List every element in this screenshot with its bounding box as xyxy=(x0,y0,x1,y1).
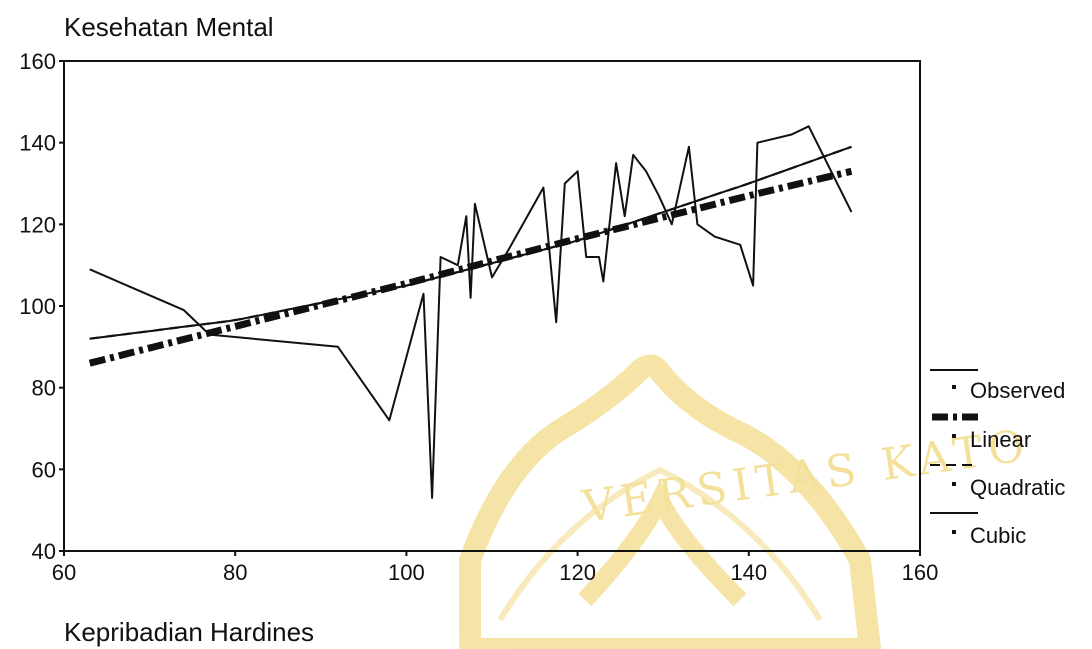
x-tick-label: 100 xyxy=(388,560,425,585)
x-tick-label: 140 xyxy=(730,560,767,585)
legend-marker-quadratic xyxy=(952,482,956,486)
y-tick-label: 140 xyxy=(19,131,56,156)
x-axis: 60 80 100 120 140 160 xyxy=(52,551,939,585)
y-tick-label: 120 xyxy=(19,212,56,237)
y-tick-label: 80 xyxy=(32,376,56,401)
legend-label-quadratic: Quadratic xyxy=(970,475,1065,500)
series-line-cubic xyxy=(89,145,852,340)
legend-label-observed: Observed xyxy=(970,378,1065,403)
legend-marker-observed xyxy=(952,385,956,389)
x-tick-label: 80 xyxy=(223,560,247,585)
x-axis-label: Kepribadian Hardines xyxy=(64,617,314,647)
legend-marker-linear xyxy=(952,434,956,438)
x-tick-label: 120 xyxy=(559,560,596,585)
series-group xyxy=(88,125,853,499)
chart-title: Kesehatan Mental xyxy=(64,12,274,42)
watermark-seal: VERSITAS KATO xyxy=(459,354,1034,649)
x-tick-label: 60 xyxy=(52,560,76,585)
y-axis: 40 60 80 100 120 140 160 xyxy=(19,49,64,564)
series-line-linear xyxy=(88,167,853,367)
legend: Observed Linear Quadratic Cubic xyxy=(930,369,1065,548)
y-tick-label: 40 xyxy=(32,539,56,564)
y-tick-label: 60 xyxy=(32,457,56,482)
watermark-text: VERSITAS KATO xyxy=(579,420,1034,533)
y-tick-label: 160 xyxy=(19,49,56,74)
legend-label-linear: Linear xyxy=(970,427,1031,452)
series-line-observed xyxy=(89,125,853,499)
legend-label-cubic: Cubic xyxy=(970,523,1026,548)
legend-marker-cubic xyxy=(952,530,956,534)
x-tick-label: 160 xyxy=(902,560,939,585)
series-line-quadratic xyxy=(89,145,852,340)
y-tick-label: 100 xyxy=(19,294,56,319)
